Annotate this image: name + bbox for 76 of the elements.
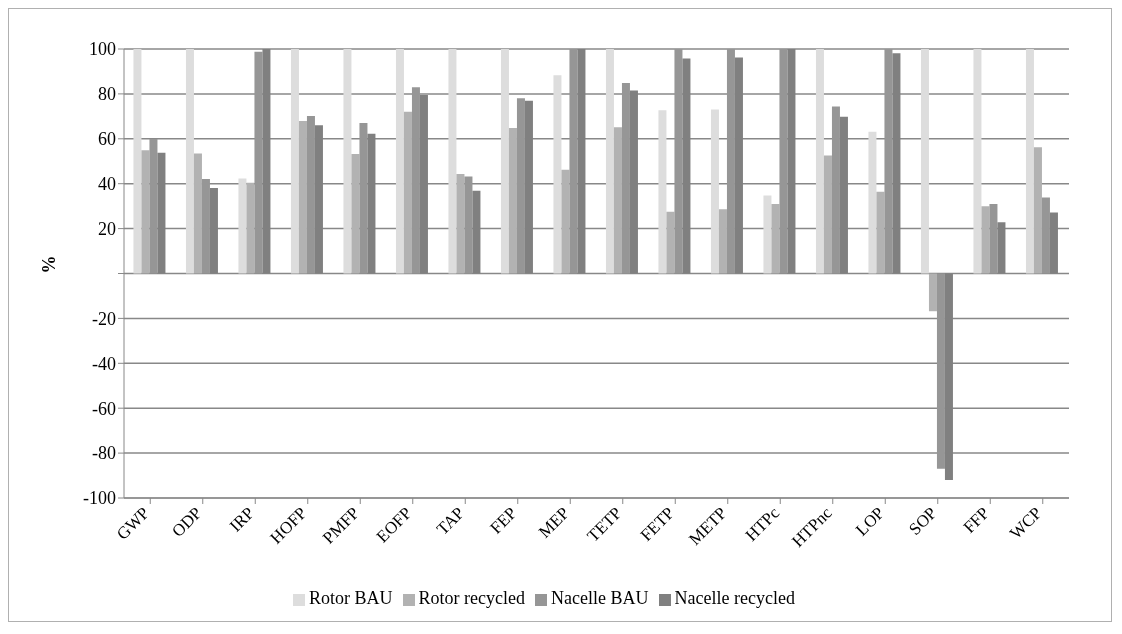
bar xyxy=(201,178,210,274)
y-axis-title: % xyxy=(39,255,60,274)
bar xyxy=(306,115,315,274)
bar xyxy=(193,153,202,274)
bar xyxy=(621,82,630,274)
y-tick-label: -100 xyxy=(83,488,116,509)
bar xyxy=(1041,197,1050,274)
bar xyxy=(868,131,877,274)
bar xyxy=(718,209,727,274)
legend-label: Rotor BAU xyxy=(309,588,393,608)
bar xyxy=(500,49,509,274)
bar xyxy=(989,203,998,274)
bar xyxy=(884,49,893,274)
legend-label: Nacelle BAU xyxy=(551,588,649,608)
bar xyxy=(185,49,194,274)
bar xyxy=(674,49,683,274)
bar xyxy=(553,75,562,274)
bar xyxy=(238,178,247,274)
bar xyxy=(1033,147,1042,274)
y-tick-label: -20 xyxy=(92,308,116,329)
bar xyxy=(569,49,578,274)
bar xyxy=(508,128,517,274)
y-tick-label: 60 xyxy=(98,129,116,150)
bar xyxy=(710,109,719,274)
y-tick-label: -80 xyxy=(92,443,116,464)
bar xyxy=(928,273,937,312)
bar xyxy=(254,51,263,274)
bar xyxy=(343,49,352,274)
bar xyxy=(658,110,667,274)
bar xyxy=(605,49,614,274)
bar xyxy=(516,98,525,274)
bar xyxy=(456,174,465,274)
bar xyxy=(395,49,404,274)
x-tick-label: LOP xyxy=(851,503,889,540)
legend-label: Nacelle recycled xyxy=(674,588,795,608)
bar xyxy=(771,203,780,274)
bar xyxy=(290,49,299,274)
y-tick-label: -40 xyxy=(92,353,116,374)
bar xyxy=(920,49,929,274)
bar xyxy=(141,150,150,274)
bar xyxy=(403,111,412,274)
x-tick-label: FFP xyxy=(959,503,994,537)
bar xyxy=(561,169,570,274)
x-tick-label: IRP xyxy=(225,503,259,536)
bar xyxy=(936,273,945,469)
x-tick-label: TAP xyxy=(432,503,469,539)
y-tick-label: -60 xyxy=(92,398,116,419)
x-tick-label: SOP xyxy=(905,503,941,539)
bar xyxy=(1025,49,1034,274)
bar xyxy=(298,121,307,274)
bar xyxy=(981,206,990,274)
y-tick-label: 20 xyxy=(98,218,116,239)
bar xyxy=(351,154,360,274)
bar xyxy=(815,49,824,274)
legend-label: Rotor recycled xyxy=(418,588,526,608)
bar xyxy=(464,176,473,274)
bar xyxy=(779,49,788,274)
bar xyxy=(726,49,735,274)
bar xyxy=(666,211,675,274)
x-tick-label: FEP xyxy=(486,503,521,538)
bar xyxy=(359,123,368,274)
bar xyxy=(133,49,142,274)
bar xyxy=(831,106,840,274)
y-tick-label: 80 xyxy=(98,84,116,105)
bar xyxy=(823,155,832,274)
bar xyxy=(973,49,982,274)
bar xyxy=(246,182,255,274)
bar xyxy=(763,195,772,274)
x-tick-label: ODP xyxy=(168,503,206,541)
y-tick-label: 40 xyxy=(98,174,116,195)
bar xyxy=(411,87,420,274)
y-tick-label: 100 xyxy=(89,39,116,60)
bar xyxy=(613,127,622,274)
bar xyxy=(876,191,885,274)
bar xyxy=(149,139,158,274)
bar xyxy=(448,49,457,274)
